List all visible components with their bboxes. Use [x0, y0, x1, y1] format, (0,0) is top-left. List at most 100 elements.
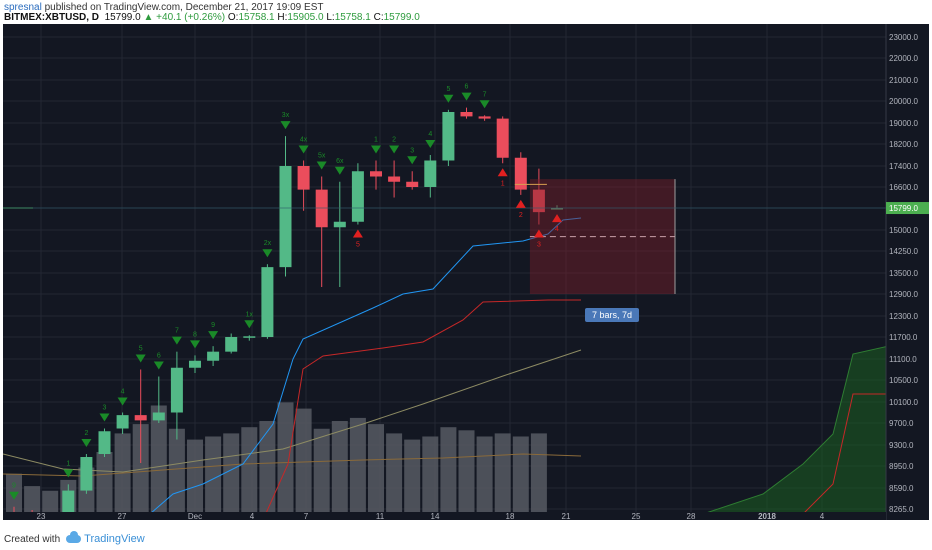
- open-label: O:: [227, 12, 239, 23]
- time-tick-label: 18: [506, 512, 515, 520]
- time-tick-label: 25: [632, 512, 641, 520]
- signal-red-arrow: [552, 214, 562, 223]
- candle-body: [261, 267, 274, 337]
- signal-green-label: 2: [392, 137, 396, 144]
- signal-green-label: 4: [428, 131, 432, 138]
- last-price: 15799.0: [104, 12, 141, 23]
- volume-bar: [440, 427, 457, 514]
- signal-red-label: 2: [519, 212, 523, 219]
- ohlc-line: BITMEX:XBTUSD, D 15799.0 ▲ +40.1 (+0.26%…: [4, 12, 420, 23]
- signal-green-arrow: [171, 336, 182, 345]
- volume-bar: [368, 424, 384, 514]
- volume-bar: [96, 452, 113, 514]
- candle-body: [170, 367, 183, 413]
- price-tick-label: 8265.0: [889, 505, 914, 514]
- candle-body: [243, 336, 256, 338]
- range-label: 7 bars, 7d: [592, 310, 632, 320]
- signal-green-label: 5x: [318, 153, 326, 160]
- signal-red-label: 1: [501, 180, 505, 187]
- candle-body: [551, 208, 563, 210]
- candle-body: [297, 166, 310, 190]
- signal-green-label: 5: [139, 346, 143, 353]
- price-tick-label: 12900.0: [889, 290, 918, 299]
- signal-green-arrow: [244, 320, 255, 329]
- price-tick-label: 10100.0: [889, 398, 918, 407]
- signal-green-label: 9: [211, 322, 215, 329]
- candle-body: [189, 360, 201, 368]
- signal-green-label: 3: [103, 405, 107, 412]
- signal-green-arrow: [371, 145, 381, 154]
- time-tick-label: 4: [820, 512, 825, 520]
- tradingview-brand[interactable]: TradingView: [84, 533, 145, 545]
- created-with-text: Created with: [4, 534, 61, 545]
- price-tick-label: 19000.0: [889, 119, 918, 128]
- volume-bar: [24, 486, 41, 514]
- price-tick-label: 20000.0: [889, 97, 918, 106]
- candle-body: [514, 157, 527, 190]
- candle-body: [496, 118, 509, 158]
- signal-green-arrow: [280, 121, 291, 130]
- ribbon-lower: [802, 393, 898, 515]
- time-tick-label: 14: [431, 512, 440, 520]
- signal-green-arrow: [389, 145, 400, 154]
- volume-bar: [530, 433, 547, 514]
- candle-body: [442, 112, 455, 161]
- price-tick-label: 16600.0: [889, 183, 918, 192]
- candle-body: [116, 415, 129, 429]
- low-value: 15758.1: [334, 12, 371, 23]
- signal-green-arrow: [190, 340, 200, 349]
- candle-body: [279, 166, 292, 268]
- candle-body: [207, 351, 220, 361]
- candle-body: [225, 337, 238, 352]
- author-link[interactable]: spresnal: [4, 2, 42, 13]
- candle-body: [478, 116, 491, 119]
- candle-body: [424, 160, 437, 187]
- signal-green-arrow: [117, 397, 128, 406]
- volume-bar: [277, 402, 294, 514]
- ribbon-area: [703, 344, 898, 514]
- volume-bar: [241, 427, 258, 514]
- change-value: ▲ +40.1 (+0.26%): [143, 12, 226, 23]
- publish-text: published on TradingView.com, December 2…: [44, 2, 324, 13]
- price-axis-bg: [886, 24, 929, 520]
- signal-green-label: 1x: [246, 311, 254, 318]
- signal-red-arrow: [515, 199, 526, 208]
- volume-bar: [42, 490, 59, 514]
- last-price-badge-label: 15799.0: [889, 204, 918, 213]
- price-tick-label: 12300.0: [889, 312, 918, 321]
- signal-green-arrow: [153, 361, 164, 370]
- signal-green-label: 2: [84, 430, 88, 437]
- time-tick-label: 2018: [758, 512, 776, 520]
- price-tick-label: 9300.0: [889, 441, 914, 450]
- time-tick-label: 28: [687, 512, 696, 520]
- candle-body: [333, 221, 346, 228]
- volume-bar: [494, 433, 511, 514]
- signal-green-arrow: [262, 249, 273, 258]
- low-label: L:: [326, 12, 335, 23]
- price-tick-label: 21000.0: [889, 76, 918, 85]
- range-label-bg: [585, 308, 639, 322]
- footer: Created with TradingView: [4, 531, 145, 545]
- signal-green-arrow: [479, 100, 490, 109]
- price-tick-label: 8950.0: [889, 462, 914, 471]
- time-tick-label: 4: [250, 512, 255, 520]
- signal-green-arrow: [316, 161, 327, 170]
- signal-red-label: 4: [555, 226, 559, 233]
- signal-green-label: 6: [157, 353, 161, 360]
- close-value: 15799.0: [383, 12, 420, 23]
- time-tick-label: 21: [562, 512, 571, 520]
- high-value: 15905.0: [287, 12, 324, 23]
- candle-body: [388, 176, 401, 182]
- candle-body: [532, 189, 545, 213]
- volume-bar: [512, 436, 529, 514]
- signal-red-label: 5: [356, 242, 360, 249]
- price-tick-label: 17400.0: [889, 162, 918, 171]
- volume-bar: [313, 428, 330, 514]
- signal-green-arrow: [461, 92, 472, 101]
- signal-green-label: 1: [66, 460, 70, 467]
- signal-green-arrow: [135, 354, 146, 363]
- signal-red-arrow: [497, 168, 508, 177]
- price-tick-label: 15000.0: [889, 226, 918, 235]
